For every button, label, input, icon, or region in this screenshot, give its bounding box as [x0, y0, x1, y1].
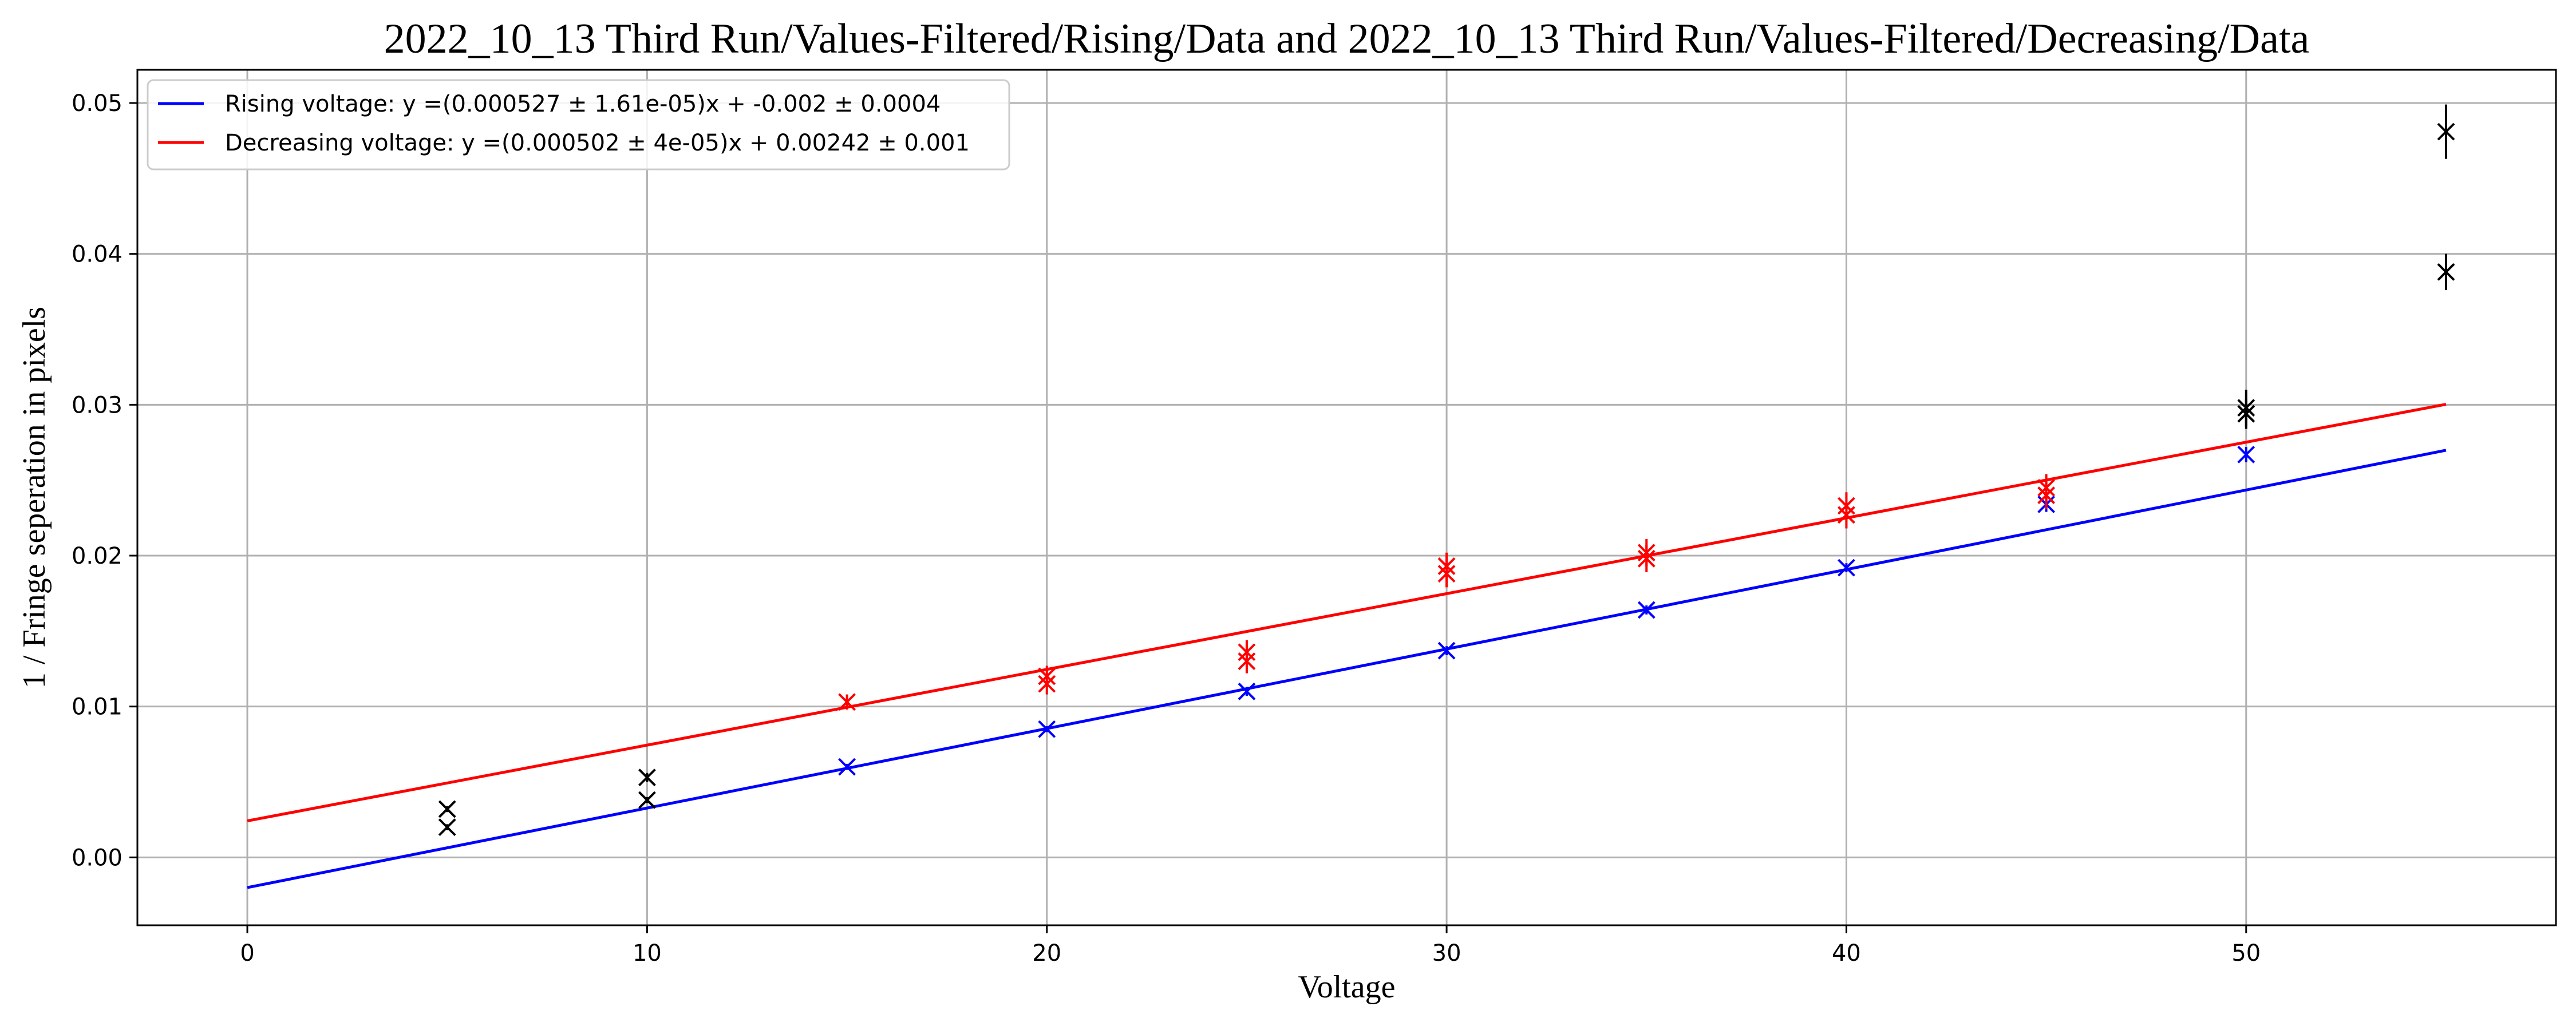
x-tick-label: 50 — [2231, 940, 2261, 966]
data-point — [1838, 492, 1855, 520]
y-tick-label: 0.00 — [72, 845, 123, 871]
y-tick-label: 0.02 — [72, 543, 123, 569]
x-tick-label: 10 — [633, 940, 662, 966]
data-point — [2237, 445, 2255, 464]
data-point — [1238, 640, 1256, 664]
legend-box — [147, 79, 1010, 171]
data-point — [638, 768, 656, 787]
data-point — [2237, 398, 2255, 429]
x-marker — [1038, 667, 1056, 686]
x-axis-label: Voltage — [1298, 969, 1395, 1005]
x-marker — [1238, 643, 1256, 661]
x-marker — [1437, 641, 1456, 660]
x-marker — [1637, 601, 1656, 619]
legend: Rising voltage: y =(0.000527 ± 1.61e-05)… — [147, 79, 1010, 171]
legend-label: Rising voltage: y =(0.000527 ± 1.61e-05)… — [225, 91, 941, 117]
y-tick-label: 0.04 — [72, 241, 123, 268]
fit-line-1 — [247, 403, 2447, 822]
data-point — [1238, 682, 1256, 700]
x-marker — [2437, 263, 2455, 281]
data-point — [438, 818, 456, 837]
data-point — [2437, 253, 2455, 290]
x-marker — [638, 768, 656, 787]
x-marker — [1437, 557, 1456, 575]
x-tick-label: 30 — [1432, 940, 1461, 966]
chart-title: 2022_10_13 Third Run/Values-Filtered/Ris… — [384, 15, 2310, 62]
data-point — [838, 758, 856, 776]
fit-line-0 — [247, 449, 2447, 889]
plot-area — [247, 104, 2455, 889]
data-point — [2437, 104, 2455, 159]
x-marker — [438, 800, 456, 818]
data-point — [1038, 720, 1056, 738]
grid — [137, 70, 2556, 925]
x-marker — [2237, 405, 2255, 423]
y-axis-label: 1 / Fringe seperation in pixels — [17, 307, 52, 688]
x-marker — [438, 818, 456, 837]
data-point — [1038, 665, 1056, 687]
data-point — [838, 693, 856, 711]
data-point — [638, 791, 656, 809]
y-tick-label: 0.01 — [72, 694, 123, 720]
x-marker — [638, 791, 656, 809]
x-marker — [1238, 682, 1256, 700]
y-tick-label: 0.03 — [72, 392, 123, 418]
x-tick-label: 40 — [1832, 940, 1861, 966]
data-point — [1437, 552, 1456, 580]
x-marker — [2237, 445, 2255, 464]
data-point — [1437, 641, 1456, 660]
x-marker — [2037, 478, 2056, 497]
x-marker — [1838, 497, 1855, 515]
data-point — [1637, 601, 1656, 619]
x-marker — [838, 693, 856, 711]
plot-frame — [136, 69, 2557, 926]
axes: 0 10 20 30 40 50 0.00 0.01 0.02 0.03 0.04 0.05 — [72, 90, 2261, 966]
legend-label: Decreasing voltage: y =(0.000502 ± 4e-05… — [225, 130, 970, 156]
data-point — [2037, 474, 2056, 502]
x-tick-label: 0 — [240, 940, 254, 966]
data-point — [1838, 558, 1855, 577]
x-marker — [1038, 720, 1056, 738]
x-marker — [2437, 122, 2455, 141]
data-point — [438, 800, 456, 818]
data-point — [1637, 539, 1656, 566]
x-marker — [1838, 558, 1855, 577]
x-marker — [1637, 544, 1656, 562]
y-tick-label: 0.05 — [72, 90, 123, 117]
x-marker — [838, 758, 856, 776]
x-tick-label: 20 — [1032, 940, 1061, 966]
